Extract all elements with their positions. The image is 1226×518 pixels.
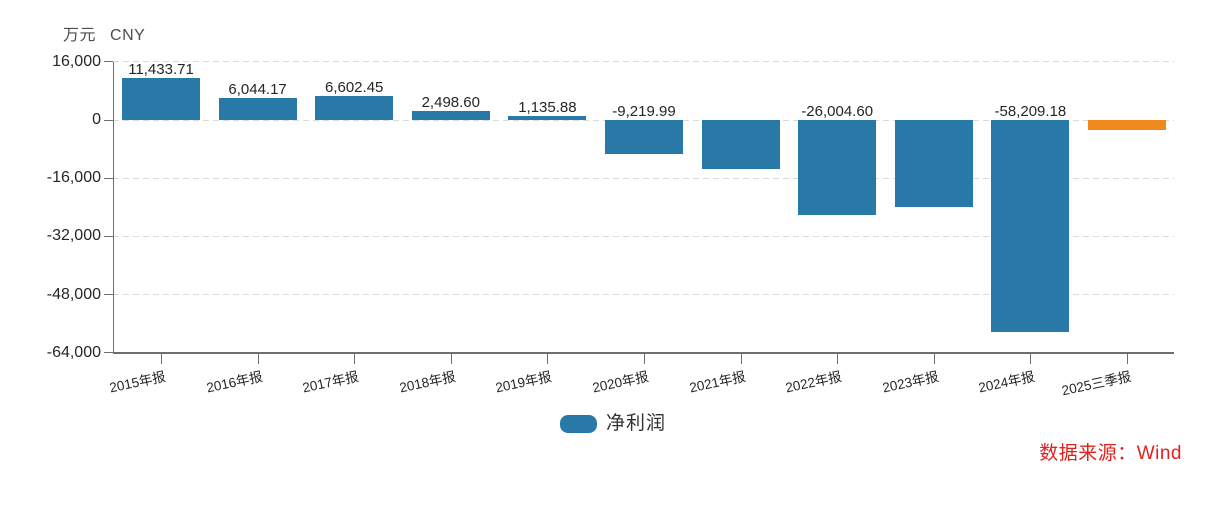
x-axis-tick [1030,353,1032,364]
x-axis-label-2023年报: 2023年报 [880,368,940,396]
gridline [113,177,1174,179]
x-axis-label-2021年报: 2021年报 [687,368,747,396]
x-axis-tick [933,353,935,364]
gridline [113,294,1174,296]
x-axis-tick [644,353,645,364]
legend-swatch [559,415,597,433]
gridline [113,61,1174,63]
y-axis-label: 16,000 [52,52,101,70]
y-axis-tick [104,61,113,63]
y-axis-label: -64,000 [46,343,101,361]
bar-value-label: 2,498.60 [421,93,480,111]
y-axis-tick [104,294,113,296]
bar-2019年报 [508,115,587,120]
y-axis-label: 0 [92,111,101,128]
bar-value-label: 1,135.88 [518,98,577,116]
x-axis-tick [1127,353,1128,364]
bar-2023年报 [894,120,973,208]
bar-2024年报 [991,120,1070,332]
bar-value-label: -9,219.99 [612,103,676,120]
x-axis-label-2018年报: 2018年报 [397,368,457,396]
x-axis-label-2016年报: 2016年报 [204,368,264,396]
axis-unit-label: 万元 CNY [63,21,145,45]
bar-2015年报 [122,78,200,120]
currency-text: CNY [110,27,146,44]
x-axis-line [113,351,1174,354]
y-axis-tick [104,235,113,237]
legend-label: 净利润 [605,413,666,434]
x-axis-label-2025三季报: 2025三季报 [1060,368,1133,399]
x-axis-label-2015年报: 2015年报 [108,368,167,396]
bar-value-label: 11,433.71 [128,61,194,79]
unit-text: 万元 [63,27,97,44]
y-axis-tick [104,177,113,179]
bar-value-label: -26,004.60 [801,103,874,120]
x-axis-tick [354,353,356,364]
bar-2017年报 [315,95,394,120]
bar-2018年报 [411,110,490,120]
x-axis-tick [837,353,839,364]
gridline [113,235,1174,237]
data-source-label: 数据来源：Wind [1039,443,1182,464]
x-axis-tick [740,353,742,364]
y-axis-label: -32,000 [46,227,101,245]
x-axis-tick [257,353,259,364]
y-axis-label: -48,000 [46,285,101,303]
x-axis-label-2022年报: 2022年报 [784,368,844,396]
x-axis-label-2024年报: 2024年报 [977,368,1037,396]
y-axis-tick [104,119,113,121]
y-axis-label: -16,000 [46,169,101,187]
x-axis-label-2017年报: 2017年报 [301,368,361,396]
legend: 净利润 [0,414,1226,434]
x-axis-tick [161,353,162,364]
bar-2016年报 [218,98,297,120]
bar-value-label: -58,209.18 [994,103,1067,120]
y-axis-tick [104,352,113,354]
y-axis-line [113,61,114,353]
bar-value-label: 6,044.17 [228,81,287,98]
bar-2021年报 [701,120,780,170]
x-axis-tick [450,353,452,364]
x-axis-tick [547,353,549,364]
bar-2025三季报 [1088,120,1166,130]
bar-2022年报 [798,120,877,215]
bar-value-label: 6,602.45 [324,78,384,96]
x-axis-label-2019年报: 2019年报 [494,368,554,396]
x-axis-label-2020年报: 2020年报 [591,368,650,396]
bar-2020年报 [605,120,683,154]
